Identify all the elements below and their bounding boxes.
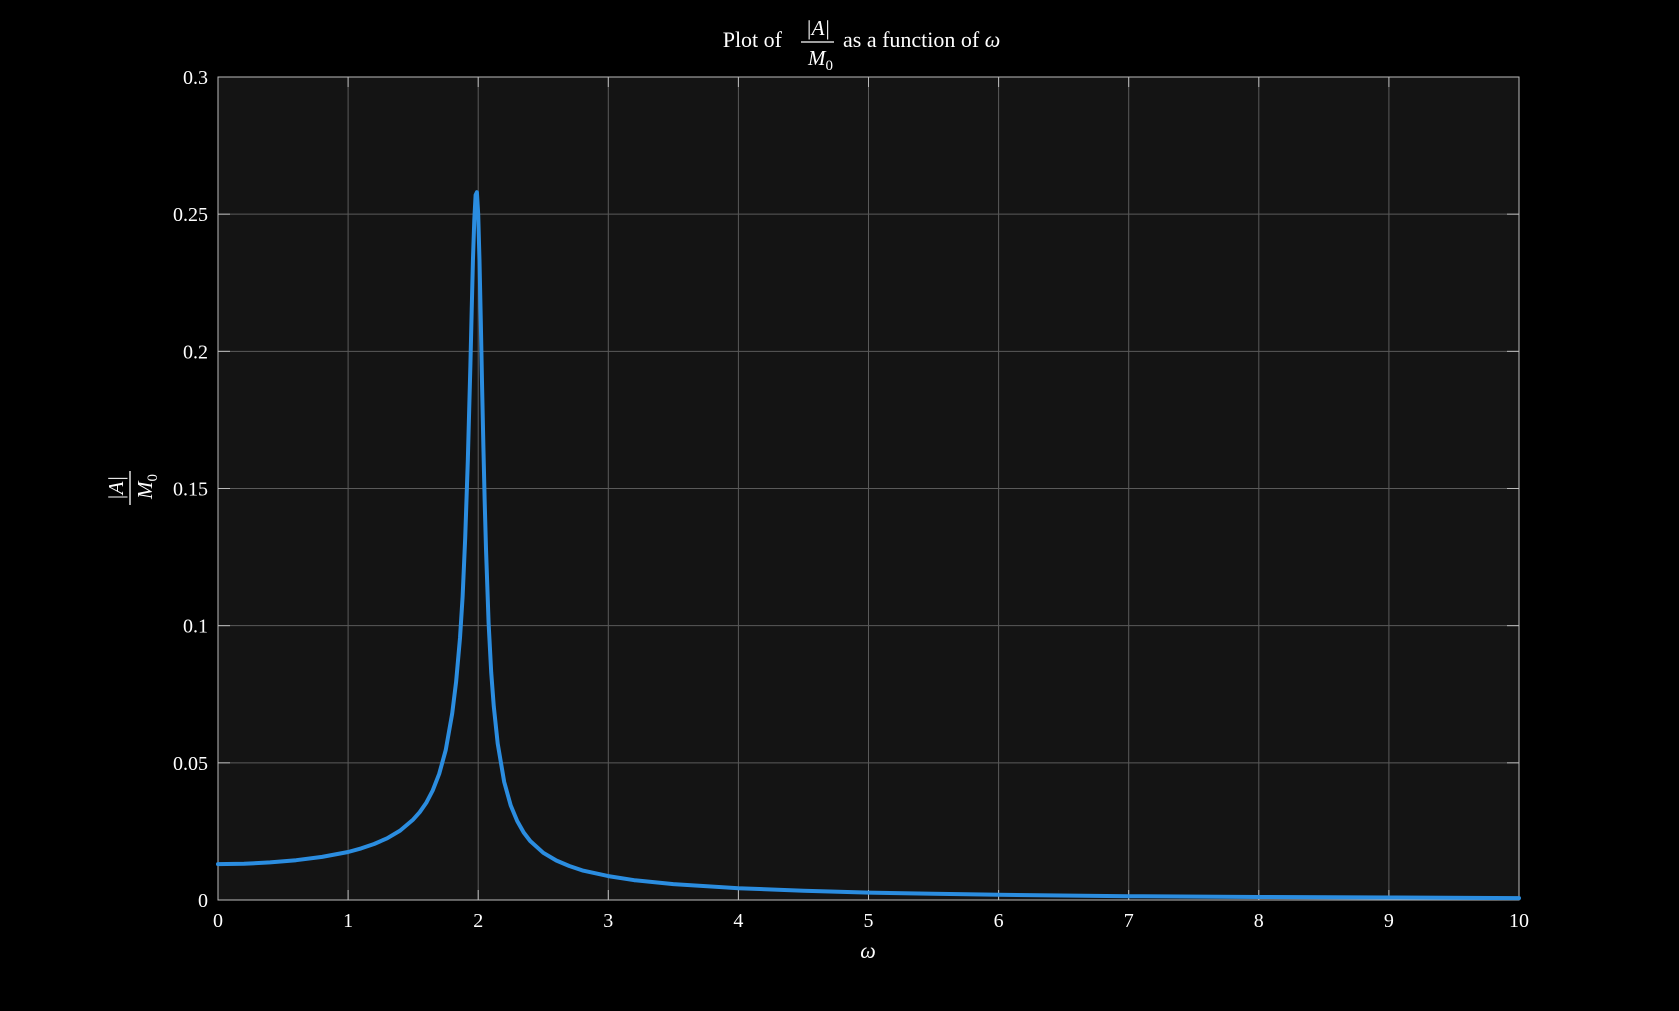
x-tick-label: 4	[733, 910, 743, 932]
y-label-frac-denominator: M0	[133, 474, 161, 500]
x-tick-label: 0	[213, 910, 223, 932]
y-tick-label: 0.15	[173, 479, 208, 501]
x-tick-label: 6	[994, 910, 1004, 932]
y-tick-label: 0.05	[173, 753, 208, 775]
x-tick-label: 2	[473, 910, 483, 932]
x-axis-label: ω	[860, 938, 876, 963]
series-line	[216, 190, 1521, 901]
y-tick-label: 0.2	[183, 341, 208, 363]
chart-title: Plot of |A| M0 as a function of ω	[723, 16, 1001, 74]
y-axis-label: |A| M0	[104, 471, 161, 505]
title-frac-denominator: M0	[807, 46, 833, 74]
axes	[217, 76, 1520, 901]
y-label-frac-numerator: |A|	[104, 476, 128, 500]
x-tick-label: 10	[1509, 910, 1529, 932]
title-frac-numerator: |A|	[806, 16, 830, 40]
y-tick-label: 0.1	[183, 616, 208, 638]
x-tick-label: 8	[1254, 910, 1264, 932]
x-tick-label: 7	[1124, 910, 1134, 932]
x-tick-label: 1	[343, 910, 353, 932]
y-tick-label: 0.25	[173, 204, 208, 226]
title-prefix: Plot of	[723, 27, 783, 52]
x-tick-label: 3	[603, 910, 613, 932]
x-tick-label: 5	[864, 910, 874, 932]
axes-box	[217, 76, 1520, 901]
x-tick-label: 9	[1384, 910, 1394, 932]
x-tick-labels: 0 1 2 3 4 5 6 7 8 9 10	[213, 910, 1529, 932]
title-suffix: as a function of ω	[843, 27, 1000, 52]
y-tick-label: 0.3	[183, 67, 208, 89]
y-tick-label: 0	[198, 890, 208, 912]
y-tick-labels: 0 0.05 0.1 0.15 0.2 0.25 0.3	[173, 67, 208, 912]
